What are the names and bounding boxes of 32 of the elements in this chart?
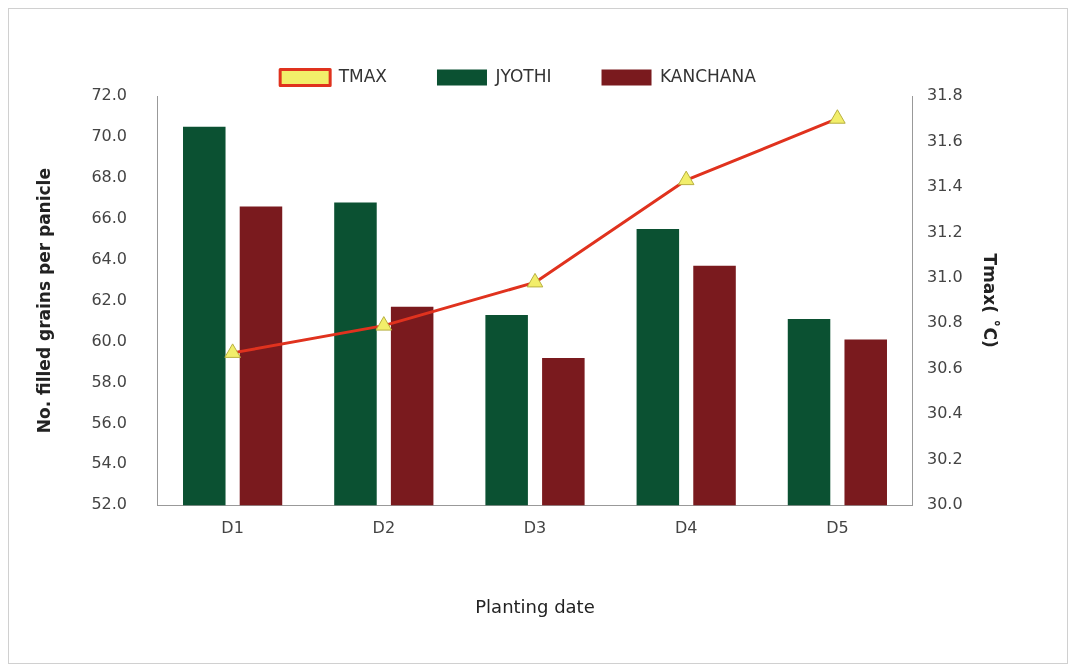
x-tick-label: D3 — [523, 517, 547, 537]
y2-tick-label: 31.8 — [926, 85, 963, 105]
y2-tick-label: 31.6 — [926, 130, 963, 150]
y-tick-label: 72.0 — [91, 85, 128, 105]
y-tick-label: 60.0 — [91, 330, 128, 350]
legend-label: KANCHANA — [660, 65, 757, 86]
y2-tick-label: 30.0 — [926, 494, 963, 514]
y-tick-label: 62.0 — [91, 289, 128, 309]
y-tick-label: 64.0 — [91, 248, 128, 268]
y-axis-title: No. filled grains per panicle — [33, 168, 54, 434]
y2-tick-label: 30.2 — [926, 448, 963, 468]
y2-tick-label: 30.8 — [926, 312, 963, 332]
y-tick-label: 56.0 — [91, 412, 128, 432]
y-tick-label: 52.0 — [91, 494, 128, 514]
y2-tick-label: 30.4 — [926, 403, 963, 423]
x-tick-label: D4 — [674, 517, 698, 537]
legend-label: TMAX — [337, 65, 388, 86]
x-axis-title: Planting date — [475, 595, 595, 617]
x-tick-label: D1 — [221, 517, 244, 537]
y2-tick-label: 30.6 — [926, 357, 963, 377]
y-tick-label: 54.0 — [91, 453, 128, 473]
y-tick-label: 68.0 — [91, 167, 128, 186]
x-tick-label: D5 — [826, 517, 849, 537]
y-tick-label: 66.0 — [91, 207, 128, 227]
x-tick-label: D2 — [372, 517, 396, 537]
y2-tick-label: 31.4 — [926, 176, 963, 196]
y-tick-label: 70.0 — [91, 126, 128, 146]
y2-tick-label: 31.0 — [926, 267, 963, 287]
y-tick-label: 58.0 — [91, 371, 128, 391]
legend-label: JYOTHI — [494, 65, 552, 86]
y2-axis-title: Tmax( ˚C) — [980, 253, 1002, 348]
y2-tick-label: 31.2 — [926, 221, 963, 241]
